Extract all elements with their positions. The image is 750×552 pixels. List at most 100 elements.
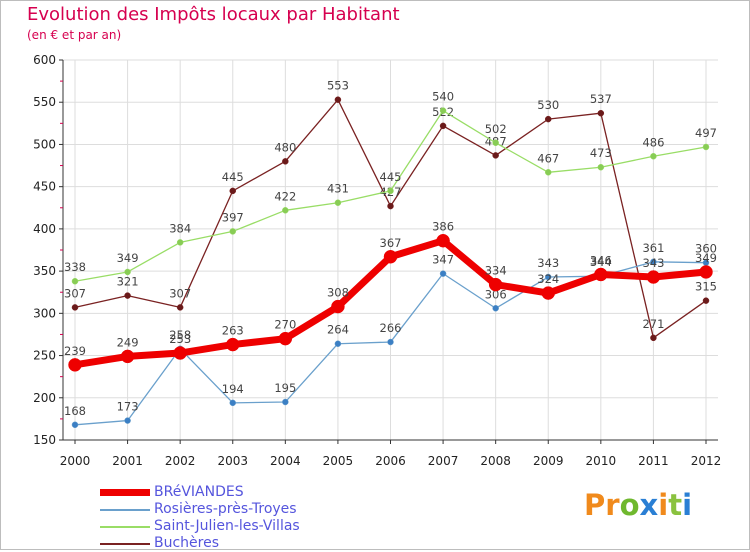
- data-label-rosi-res-pr-s-troyes: 168: [64, 404, 86, 418]
- y-tick-label: 550: [33, 95, 56, 109]
- chart-title: Evolution des Impôts locaux par Habitant: [27, 4, 400, 25]
- data-point-br-viandes: [68, 358, 82, 372]
- data-label-saint-julien-les-villas: 540: [432, 90, 454, 104]
- x-tick-label: 2011: [638, 454, 669, 468]
- data-label-rosi-res-pr-s-troyes: 347: [432, 253, 454, 267]
- data-label-rosi-res-pr-s-troyes: 195: [274, 381, 296, 395]
- data-point-rosi-res-pr-s-troyes: [650, 258, 657, 266]
- data-label-br-viandes: 386: [432, 220, 454, 234]
- data-label-br-viandes: 343: [642, 256, 664, 270]
- logo-letter: i: [658, 488, 669, 522]
- data-point-rosi-res-pr-s-troyes: [439, 270, 447, 277]
- data-label-buch-res: 553: [327, 79, 349, 93]
- data-point-saint-julien-les-villas: [492, 139, 499, 147]
- x-tick-label: 2002: [165, 454, 196, 468]
- data-point-saint-julien-les-villas: [334, 199, 342, 206]
- x-tick-label: 2010: [586, 454, 617, 468]
- data-point-buch-res: [702, 297, 710, 304]
- data-label-br-viandes: 367: [380, 236, 402, 250]
- data-label-saint-julien-les-villas: 431: [327, 182, 349, 196]
- data-point-br-viandes: [383, 250, 398, 264]
- data-point-saint-julien-les-villas: [439, 107, 447, 114]
- data-point-buch-res: [439, 122, 447, 130]
- data-point-saint-julien-les-villas: [597, 163, 605, 171]
- y-tick-label: 250: [33, 349, 56, 363]
- y-tick-label: 500: [33, 137, 56, 151]
- data-point-buch-res: [282, 158, 289, 165]
- data-point-saint-julien-les-villas: [650, 153, 657, 160]
- data-label-saint-julien-les-villas: 502: [485, 122, 507, 136]
- proxiti-logo: Proxiti: [584, 488, 692, 522]
- x-tick-label: 2003: [217, 454, 248, 468]
- data-point-br-viandes: [436, 233, 450, 248]
- chart-subtitle: (en € et par an): [27, 28, 122, 42]
- data-label-br-viandes: 253: [169, 332, 191, 346]
- data-point-buch-res: [597, 109, 605, 117]
- legend-swatch-bucheres: [100, 543, 150, 545]
- data-point-buch-res: [387, 202, 394, 210]
- data-label-buch-res: 321: [117, 275, 139, 289]
- x-tick-label: 2004: [270, 454, 301, 468]
- data-point-br-viandes: [226, 337, 240, 352]
- data-point-saint-julien-les-villas: [282, 207, 289, 214]
- data-label-buch-res: 480: [274, 140, 296, 154]
- data-point-buch-res: [492, 152, 499, 159]
- data-point-rosi-res-pr-s-troyes: [71, 421, 79, 429]
- data-label-saint-julien-les-villas: 397: [222, 210, 244, 224]
- data-point-br-viandes: [646, 270, 661, 284]
- data-label-buch-res: 530: [537, 98, 559, 112]
- data-label-rosi-res-pr-s-troyes: 258: [169, 328, 191, 342]
- data-label-saint-julien-les-villas: 497: [695, 126, 717, 140]
- data-point-saint-julien-les-villas: [71, 277, 79, 285]
- data-point-rosi-res-pr-s-troyes: [282, 398, 289, 406]
- y-tick-label: 200: [33, 391, 56, 405]
- data-label-br-viandes: 249: [117, 335, 139, 349]
- data-point-saint-julien-les-villas: [229, 228, 236, 235]
- data-label-br-viandes: 263: [222, 324, 244, 338]
- data-point-br-viandes: [541, 286, 555, 300]
- data-label-br-viandes: 349: [695, 251, 717, 265]
- data-point-br-viandes: [488, 277, 503, 292]
- data-point-buch-res: [71, 304, 79, 311]
- logo-letter: P: [584, 488, 606, 522]
- data-label-rosi-res-pr-s-troyes: 173: [117, 400, 139, 414]
- data-label-buch-res: 537: [590, 92, 612, 106]
- x-tick-label: 2006: [375, 454, 406, 468]
- y-tick-label: 300: [33, 306, 56, 320]
- legend-swatch-brevlandes: [100, 489, 150, 496]
- data-label-saint-julien-les-villas: 467: [537, 151, 559, 165]
- data-label-buch-res: 307: [64, 286, 86, 300]
- data-label-saint-julien-les-villas: 384: [169, 221, 191, 235]
- x-tick-label: 2005: [323, 454, 354, 468]
- x-tick-label: 2007: [428, 454, 459, 468]
- data-label-saint-julien-les-villas: 486: [642, 135, 664, 149]
- x-tick-label: 2008: [480, 454, 511, 468]
- data-point-saint-julien-les-villas: [176, 239, 184, 246]
- data-label-saint-julien-les-villas: 445: [380, 170, 402, 184]
- data-point-buch-res: [229, 187, 236, 195]
- logo-letter: r: [605, 488, 620, 522]
- data-point-saint-julien-les-villas: [387, 187, 394, 195]
- data-point-rosi-res-pr-s-troyes: [387, 338, 394, 346]
- data-point-br-viandes: [173, 346, 187, 360]
- legend-label-saint-julien: Saint-Julien-les-Villas: [154, 518, 300, 534]
- legend-label-rosieres: Rosières-près-Troyes: [154, 501, 297, 517]
- data-label-rosi-res-pr-s-troyes: 264: [327, 323, 349, 337]
- y-tick-label: 400: [33, 222, 56, 236]
- data-label-buch-res: 307: [169, 286, 191, 300]
- y-tick-label: 600: [33, 53, 56, 67]
- legend-label-bucheres: Buchères: [154, 535, 220, 551]
- data-point-saint-julien-les-villas: [702, 143, 710, 151]
- data-point-br-viandes: [278, 331, 293, 346]
- data-label-rosi-res-pr-s-troyes: 194: [222, 382, 244, 396]
- logo-letter: t: [668, 488, 683, 522]
- x-tick-label: 2001: [112, 454, 143, 468]
- logo-letter: i: [682, 488, 693, 522]
- data-point-rosi-res-pr-s-troyes: [492, 305, 499, 312]
- data-label-br-viandes: 308: [327, 286, 349, 300]
- data-label-buch-res: 271: [642, 317, 664, 331]
- y-tick-label: 450: [33, 180, 56, 194]
- data-point-br-viandes: [120, 349, 135, 364]
- y-tick-label: 350: [33, 264, 56, 278]
